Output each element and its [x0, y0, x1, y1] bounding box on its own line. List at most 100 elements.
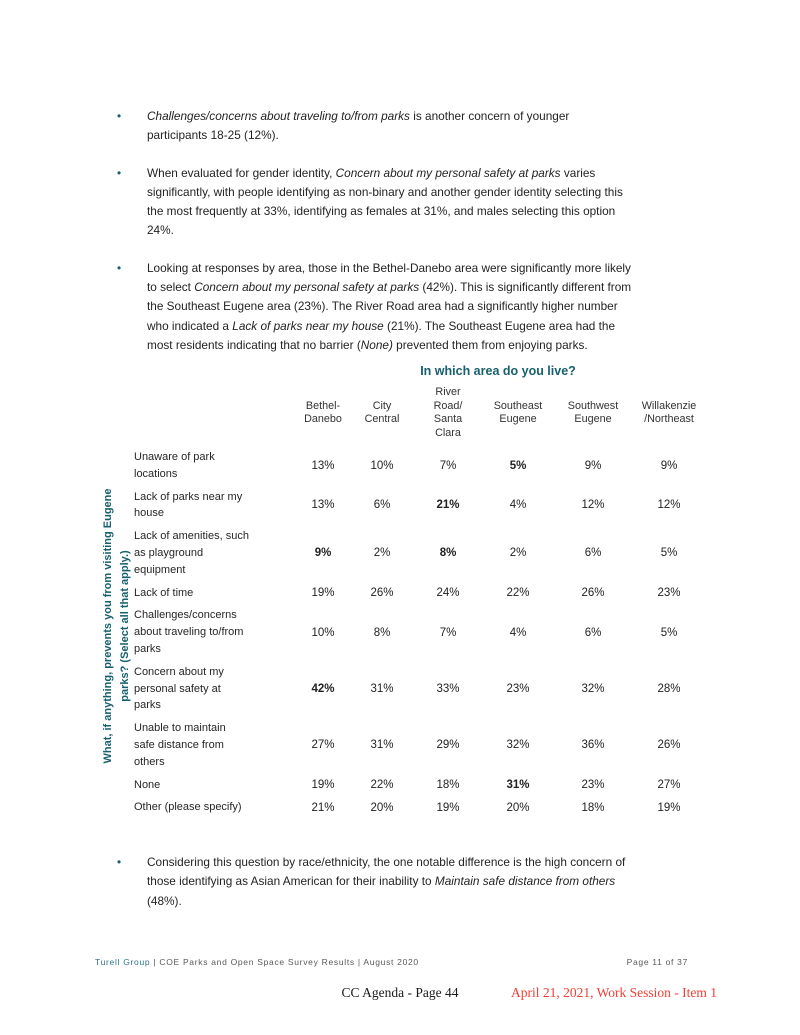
- italic-emphasis: Maintain safe distance from others: [434, 874, 616, 889]
- text-run: (48%).: [147, 893, 182, 908]
- cell-value: 32%: [506, 739, 530, 752]
- cell-value: 13%: [311, 459, 335, 472]
- bullet-text: Looking at responses by area, those in t…: [147, 259, 631, 355]
- cell-value: 4%: [509, 626, 527, 639]
- cell-value: 13%: [311, 499, 335, 512]
- text-run: When evaluated for gender identity,: [147, 165, 336, 180]
- cell-value: 12%: [657, 499, 681, 512]
- text-run: is another concern of younger participan…: [147, 109, 570, 143]
- cell-value: 31%: [370, 682, 394, 695]
- cell-value: 26%: [657, 739, 681, 752]
- cell-value: 4%: [509, 499, 527, 512]
- cell-value: 18%: [581, 801, 605, 814]
- cell-value: 12%: [581, 499, 605, 512]
- cell-value: 5%: [660, 547, 678, 560]
- italic-emphasis: Concern about my personal safety at park…: [194, 280, 420, 295]
- cell-value: 6%: [584, 547, 602, 560]
- cell-value: 18%: [436, 778, 460, 791]
- bullet-item: • Challenges/concerns about traveling to/…: [117, 107, 713, 146]
- column-header: Bethel- Danebo: [304, 399, 342, 426]
- cell-value: 5%: [660, 626, 678, 639]
- bullet-marker-icon: •: [117, 165, 122, 180]
- cell-value: 7%: [439, 626, 457, 639]
- row-label: Challenges/concerns about traveling to/f…: [134, 609, 244, 655]
- table-header-spacer: [134, 386, 300, 446]
- cell-value: 27%: [311, 739, 335, 752]
- cell-value: 9%: [314, 547, 332, 560]
- cell-value: 10%: [311, 626, 335, 639]
- cell-value: 21%: [436, 499, 460, 512]
- cell-value: 9%: [584, 459, 602, 472]
- bullet-item: • Looking at responses by area, those in …: [117, 259, 713, 355]
- cell-value: 6%: [373, 499, 391, 512]
- text-run: varies significantly, with people identi…: [147, 165, 623, 238]
- row-label: Lack of parks near my house: [134, 490, 243, 520]
- row-label: Unable to maintain safe distance from ot…: [134, 722, 226, 768]
- cell-value: 20%: [370, 801, 394, 814]
- table-row: Challenges/concerns about traveling to/f…: [134, 604, 710, 660]
- column-header: Southeast Eugene: [493, 399, 543, 426]
- row-label: Other (please specify): [134, 801, 242, 814]
- cell-value: 2%: [373, 547, 391, 560]
- italic-emphasis: Challenges/concerns about traveling to/f…: [147, 109, 410, 123]
- table-row: Other (please specify) 21% 20% 19% 20% 18% 19%: [134, 796, 710, 819]
- bullet-text: When evaluated for gender identity, Conc…: [147, 164, 623, 241]
- table-row: Lack of time 19% 26% 24% 22% 26% 23%: [134, 582, 710, 605]
- table-row: Lack of parks near my house 13% 6% 21% 4% 12%…: [134, 486, 710, 526]
- cell-value: 19%: [436, 801, 460, 814]
- text-run: Looking at responses by area, those in t…: [147, 260, 631, 295]
- row-label: Concern about my personal safety at park…: [134, 665, 224, 712]
- cell-value: 32%: [581, 682, 605, 695]
- bullet-text: Considering this question by race/ethnic…: [147, 853, 625, 911]
- cell-value: 9%: [660, 459, 678, 472]
- table-row: Concern about my personal safety at park…: [134, 661, 710, 717]
- table-row: Lack of amenities, such as playground eq…: [134, 525, 710, 581]
- table-title: In which area do you live?: [420, 364, 576, 378]
- text-run: prevented them from enjoying parks.: [392, 337, 588, 352]
- cell-value: 10%: [370, 459, 394, 472]
- italic-emphasis: None): [360, 337, 393, 352]
- findings-bullet-list-top: • Challenges/concerns about traveling to/…: [117, 107, 713, 373]
- cell-value: 23%: [657, 586, 681, 599]
- cell-value: 28%: [657, 682, 681, 695]
- survey-crosstab-table: Bethel- Danebo City Central River Road/ Sa…: [134, 386, 710, 819]
- cell-value: 2%: [509, 547, 527, 560]
- column-header: River Road/ Santa Clara: [433, 386, 463, 439]
- text-run: (42%). This is significantly different f…: [147, 280, 632, 333]
- bullet-item: • When evaluated for gender identity, Con…: [117, 164, 713, 241]
- text-run: Considering this question by race/ethnic…: [147, 855, 626, 889]
- cell-value: 26%: [581, 586, 605, 599]
- footer-session-stamp: April 21, 2021, Work Session - Item 1: [510, 985, 717, 1000]
- italic-emphasis: Lack of parks near my house: [232, 318, 384, 333]
- cell-value: 26%: [370, 586, 394, 599]
- cell-value: 20%: [506, 801, 530, 814]
- cell-value: 31%: [506, 778, 530, 791]
- row-label: Lack of time: [134, 586, 194, 599]
- cell-value: 33%: [436, 682, 460, 695]
- cell-value: 22%: [370, 778, 394, 791]
- table-header-row: Bethel- Danebo City Central River Road/ Sa…: [134, 386, 710, 446]
- footer-brand: Turell Group: [95, 957, 151, 967]
- text-run: (21%). The Southeast Eugene area had the…: [147, 318, 616, 352]
- cell-value: 42%: [311, 682, 335, 695]
- row-label: Unaware of park locations: [134, 451, 215, 480]
- bullet-marker-icon: •: [117, 260, 122, 275]
- footer-report-info: Turell Group | COE Parks and Open Space …: [95, 957, 419, 967]
- cell-value: 21%: [311, 801, 335, 814]
- footer-report-title: | COE Parks and Open Space Survey Result…: [150, 957, 419, 967]
- column-header: Southwest Eugene: [567, 399, 619, 426]
- bullet-marker-icon: •: [117, 109, 122, 123]
- cell-value: 8%: [373, 626, 391, 639]
- table-row-axis-label: What, if anything, prevents you from vis…: [102, 488, 131, 764]
- cell-value: 23%: [506, 682, 530, 695]
- column-header: City Central: [364, 399, 400, 426]
- cell-value: 24%: [436, 586, 460, 599]
- cell-value: 19%: [657, 801, 681, 814]
- cell-value: 8%: [439, 547, 457, 560]
- cell-value: 23%: [581, 778, 605, 791]
- findings-bullet-list-bottom: • Considering this question by race/ethni…: [117, 853, 713, 929]
- footer-agenda-page: CC Agenda - Page 44: [341, 985, 459, 1000]
- cell-value: 6%: [584, 626, 602, 639]
- bullet-item: • Considering this question by race/ethni…: [117, 853, 713, 911]
- cell-value: 7%: [439, 459, 457, 472]
